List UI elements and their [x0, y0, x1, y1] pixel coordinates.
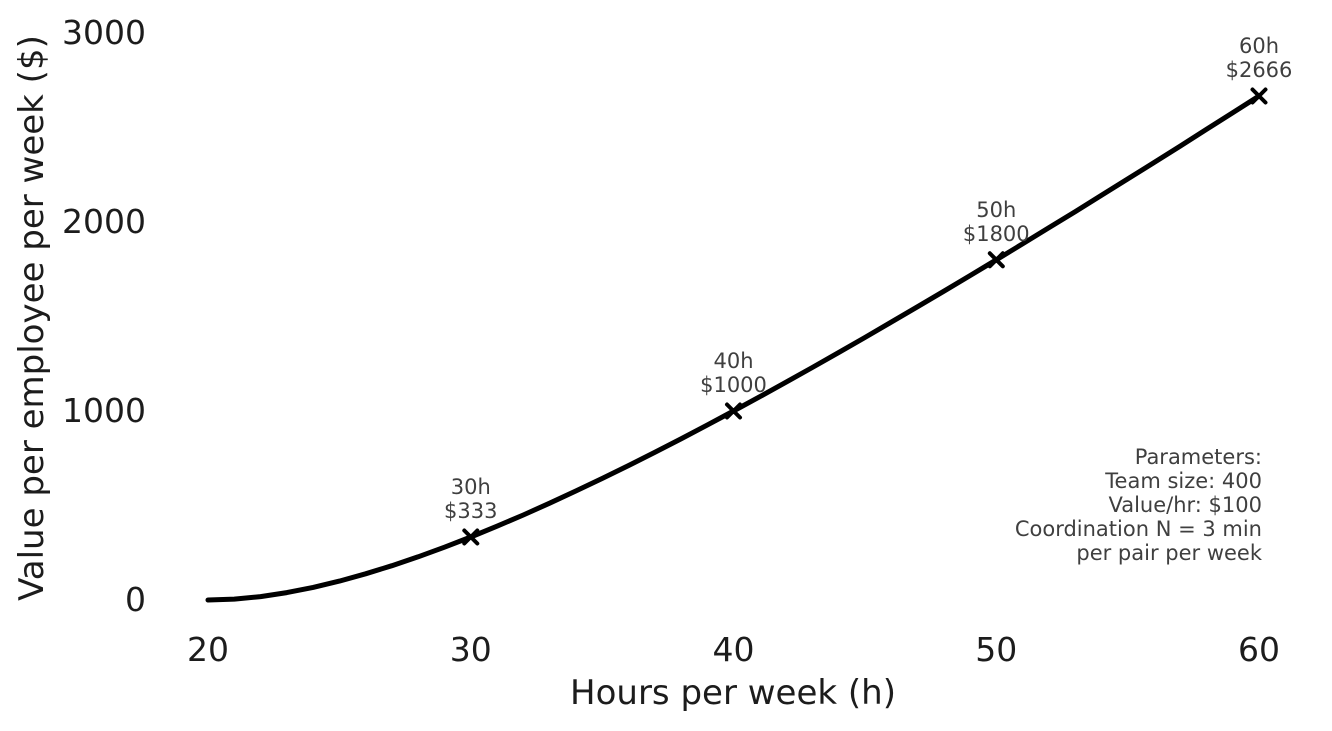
y-tick-1000: 1000: [62, 391, 146, 430]
y-tick-0: 0: [125, 580, 146, 619]
parameters-coordination-1: Coordination N = 3 min: [1014, 517, 1262, 541]
point-annotation-value: $2666: [1225, 57, 1293, 82]
parameters-team-size: Team size: 400: [1105, 469, 1262, 493]
parameters-coordination-2: per pair per week: [1076, 541, 1262, 565]
point-annotation-30h: 30h $333: [361, 475, 581, 523]
x-tick-50: 50: [975, 630, 1018, 669]
point-annotation-value: $1800: [962, 221, 1030, 246]
point-annotation-60h: 60h $2666: [1149, 34, 1332, 82]
point-annotation-40h: 40h $1000: [624, 349, 844, 397]
data-point-x-markers: [462, 87, 1268, 546]
point-annotation-50h: 50h $1800: [886, 198, 1106, 246]
x-tick-20: 20: [187, 630, 229, 669]
point-annotation-hours: 30h: [450, 475, 491, 499]
point-annotation-value: $333: [444, 499, 498, 523]
x-tick-30: 30: [449, 630, 492, 669]
x-axis-label: Hours per week (h): [570, 673, 896, 713]
point-annotation-hours: 60h: [1238, 33, 1280, 58]
parameters-value-per-hr: Value/hr: $100: [1108, 493, 1262, 517]
parameters-title: Parameters:: [1134, 445, 1262, 469]
y-tick-2000: 2000: [62, 202, 146, 241]
point-annotation-hours: 40h: [713, 349, 754, 373]
x-tick-40: 40: [712, 630, 755, 669]
point-annotation-value: $1000: [700, 373, 767, 397]
parameters-annotation: Parameters: Team size: 400 Value/hr: $10…: [842, 445, 1262, 565]
x-tick-60: 60: [1238, 630, 1280, 669]
y-tick-3000: 3000: [62, 13, 146, 52]
point-annotation-hours: 50h: [976, 197, 1017, 222]
y-axis-label: Value per employee per week ($): [12, 35, 52, 601]
